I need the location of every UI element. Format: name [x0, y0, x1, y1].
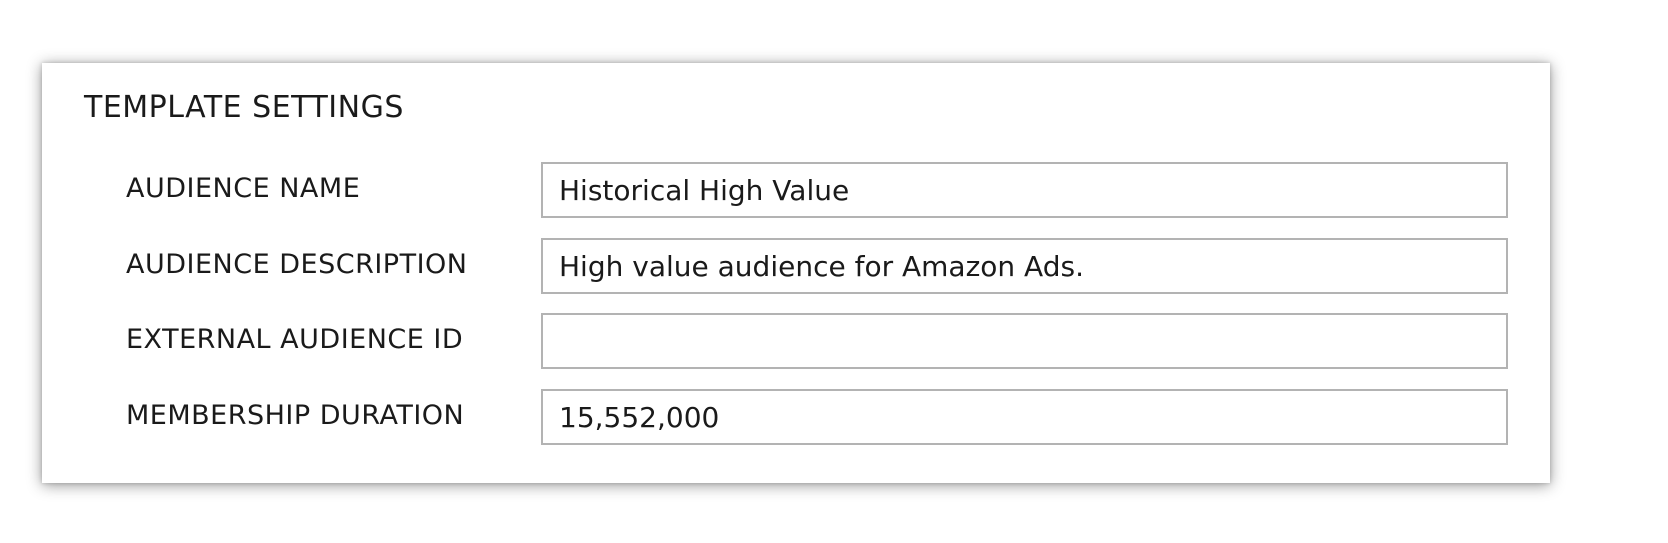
- audience-name-label: AUDIENCE NAME: [126, 173, 361, 204]
- audience-description-input[interactable]: [541, 238, 1508, 294]
- external-audience-id-label: EXTERNAL AUDIENCE ID: [126, 324, 464, 355]
- audience-description-row: AUDIENCE DESCRIPTION: [42, 238, 1550, 294]
- membership-duration-row: MEMBERSHIP DURATION: [42, 389, 1550, 445]
- panel-title: TEMPLATE SETTINGS: [84, 90, 404, 125]
- audience-name-row: AUDIENCE NAME: [42, 162, 1550, 218]
- external-audience-id-input[interactable]: [541, 313, 1508, 369]
- external-audience-id-row: EXTERNAL AUDIENCE ID: [42, 313, 1550, 369]
- audience-description-label: AUDIENCE DESCRIPTION: [126, 249, 468, 280]
- template-settings-panel: TEMPLATE SETTINGS AUDIENCE NAME AUDIENCE…: [42, 63, 1550, 483]
- membership-duration-input[interactable]: [541, 389, 1508, 445]
- membership-duration-label: MEMBERSHIP DURATION: [126, 400, 465, 431]
- audience-name-input[interactable]: [541, 162, 1508, 218]
